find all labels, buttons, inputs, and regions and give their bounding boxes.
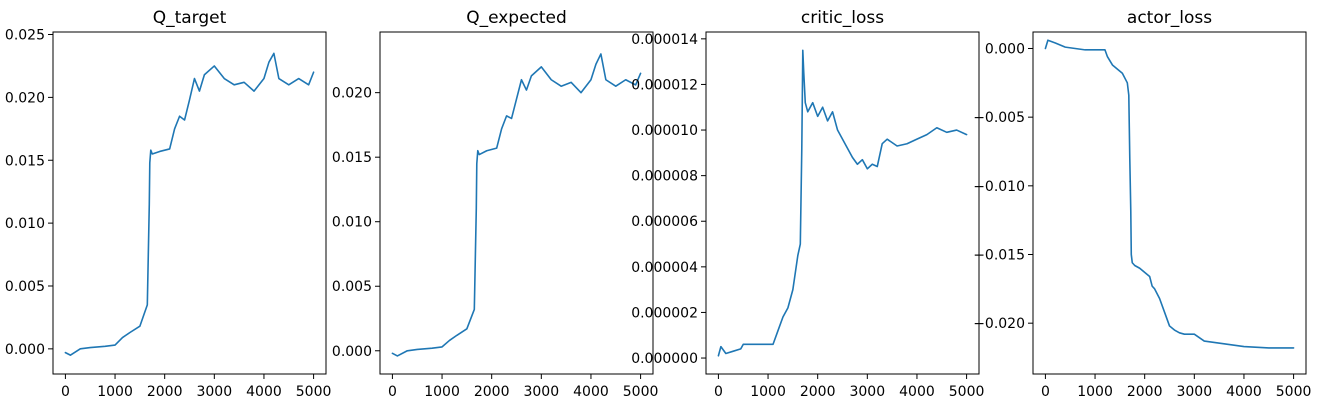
y-tick-label: 0.000000	[631, 351, 698, 367]
x-tick-label: 5000	[1276, 384, 1312, 400]
y-axis: 0.000 0.005 0.010 0.015 0.020 0.025	[5, 28, 53, 358]
x-tick-label: 0	[388, 384, 397, 400]
x-tick-label: 3000	[849, 384, 885, 400]
series-line	[717, 49, 968, 357]
x-tick-label: 2000	[1127, 384, 1163, 400]
x-tick-label: 1000	[750, 384, 786, 400]
x-tick-label: 4000	[899, 384, 935, 400]
x-tick-label: 5000	[623, 384, 659, 400]
x-axis: 0 1000 2000 3000 4000 5000	[61, 374, 331, 400]
x-axis: 0 1000 2000 3000 4000 5000	[388, 374, 658, 400]
plot-area	[1044, 39, 1295, 349]
x-tick-label: 1000	[424, 384, 460, 400]
subplot-actor-loss: actor_loss 0 1000 2000 3000 4000 5000 0.000 −0…	[973, 8, 1311, 400]
y-tick-label: −0.010	[973, 179, 1025, 195]
series-line	[1044, 39, 1295, 349]
y-tick-label: 0.015	[5, 153, 45, 169]
x-tick-label: 3000	[196, 384, 232, 400]
y-tick-label: 0.010	[5, 216, 45, 232]
series-line	[64, 52, 315, 356]
x-tick-label: 3000	[1176, 384, 1212, 400]
axes-frame	[705, 31, 980, 375]
y-tick-label: −0.015	[973, 248, 1025, 264]
x-tick-label: 4000	[246, 384, 282, 400]
plot-area	[717, 49, 968, 357]
series-line	[391, 53, 642, 357]
x-tick-label: 2000	[800, 384, 836, 400]
y-tick-label: 0.000002	[631, 305, 698, 321]
x-tick-label: 0	[714, 384, 723, 400]
chart-title: actor_loss	[1127, 8, 1212, 28]
subplot-q-expected: Q_expected 0 1000 2000 3000 4000 5000 0.0000.…	[332, 8, 659, 400]
y-tick-label: 0.020	[5, 90, 45, 106]
y-axis: 0.000 0.005 0.010 0.015 0.020	[332, 86, 380, 360]
y-tick-label: 0.000006	[631, 214, 698, 230]
x-tick-label: 4000	[573, 384, 609, 400]
y-tick-label: −0.005	[973, 110, 1025, 126]
y-axis: 0.000 −0.005 −0.010 −0.015 −0.020	[973, 41, 1033, 332]
y-tick-label: 0.000012	[631, 77, 698, 93]
x-tick-label: 3000	[523, 384, 559, 400]
axes-frame	[52, 31, 327, 375]
chart-title: critic_loss	[801, 8, 884, 28]
y-tick-label: 0.005	[332, 279, 372, 295]
x-tick-label: 2000	[474, 384, 510, 400]
subplot-critic-loss: critic_loss 0 1000 2000 3000 4000 5000 0.0000…	[631, 8, 984, 400]
x-axis: 0 1000 2000 3000 4000 5000	[1041, 374, 1311, 400]
x-tick-label: 1000	[97, 384, 133, 400]
y-tick-label: 0.025	[5, 28, 45, 44]
y-tick-label: 0.000	[332, 344, 372, 360]
y-tick-label: 0.000	[5, 342, 45, 358]
axes-frame	[379, 31, 654, 375]
y-tick-label: 0.020	[332, 86, 372, 102]
x-tick-label: 0	[61, 384, 70, 400]
x-tick-label: 4000	[1226, 384, 1262, 400]
axes-frame	[1032, 31, 1307, 375]
y-tick-label: 0.000014	[631, 32, 698, 48]
y-tick-label: 0.000004	[631, 260, 698, 276]
y-tick-label: 0.000	[985, 41, 1025, 57]
plot-area	[64, 52, 315, 356]
y-tick-label: 0.000008	[631, 169, 698, 185]
chart-title: Q_expected	[466, 8, 567, 28]
chart-title: Q_target	[153, 8, 227, 28]
y-axis: 0.000000 0.000002 0.000004 0.000006 0.000008…	[631, 32, 706, 367]
x-tick-label: 5000	[296, 384, 332, 400]
x-axis: 0 1000 2000 3000 4000 5000	[714, 374, 984, 400]
plot-area	[391, 53, 642, 357]
x-tick-label: 0	[1041, 384, 1050, 400]
y-tick-label: 0.010	[332, 215, 372, 231]
x-tick-label: 2000	[147, 384, 183, 400]
subplot-q-target: Q_target 0 1000 2000 3000 4000 5000 0.0000.00…	[5, 8, 332, 400]
x-tick-label: 1000	[1077, 384, 1113, 400]
y-tick-label: 0.005	[5, 279, 45, 295]
x-tick-label: 5000	[949, 384, 985, 400]
y-tick-label: 0.000010	[631, 123, 698, 139]
y-tick-label: −0.020	[973, 316, 1025, 332]
y-tick-label: 0.015	[332, 150, 372, 166]
